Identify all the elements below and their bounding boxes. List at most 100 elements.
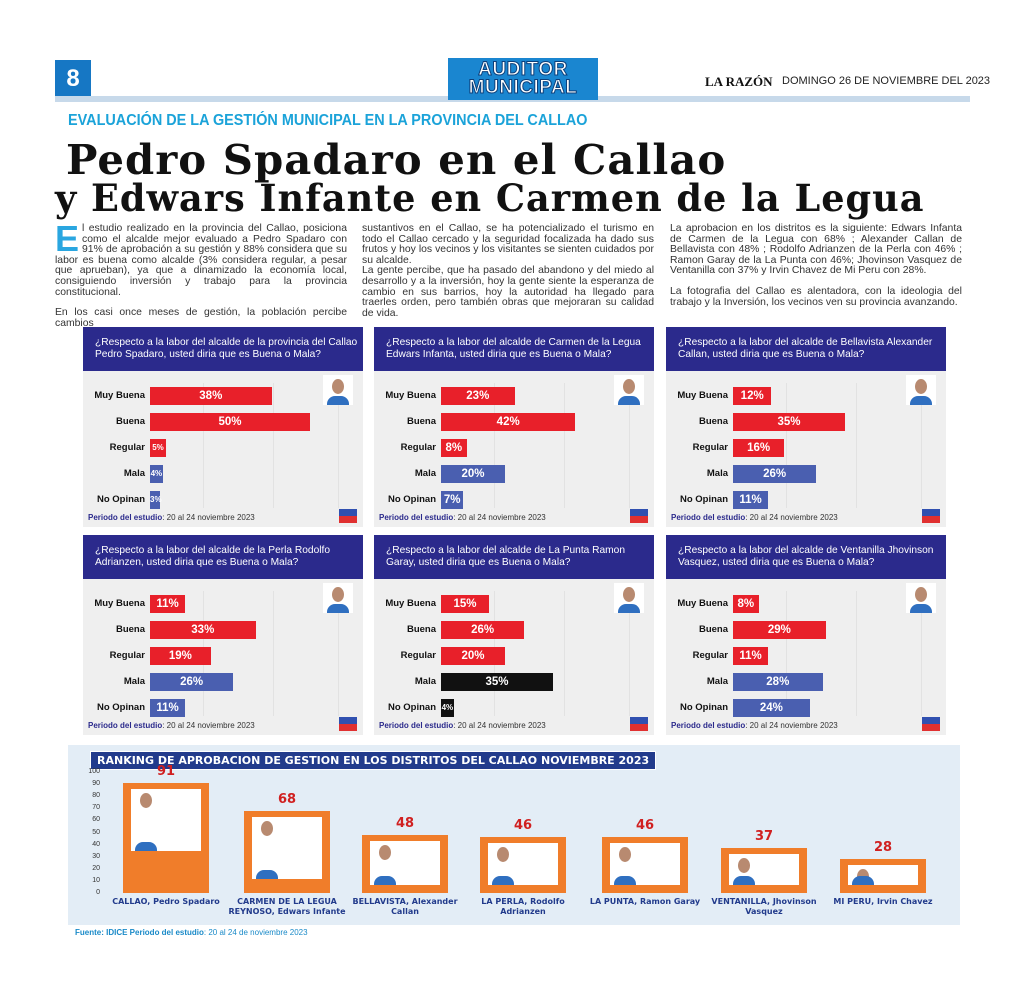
pollster-logo	[922, 717, 940, 731]
face-shape	[915, 587, 927, 602]
ranking-bar	[840, 859, 926, 893]
bar: 35%	[441, 673, 553, 691]
gridline	[786, 383, 787, 508]
mayor-photo	[614, 583, 644, 613]
bar: 11%	[150, 699, 186, 717]
ranking-bar	[721, 848, 807, 893]
gridline	[629, 591, 630, 716]
category-label: VENTANILLA, Jhovinson Vasquez	[711, 897, 817, 916]
gridline	[338, 591, 339, 716]
survey-panel: ¿Respecto a la labor del alcalde de Carm…	[374, 327, 654, 527]
article-column-2: sustantivos en el Callao, se ha potencia…	[362, 223, 654, 329]
bar: 35%	[733, 413, 845, 431]
source-note: Fuente: IDICE Periodo del estudio: 20 al…	[75, 928, 308, 937]
ranking-title: RANKING DE APROBACION DE GESTION EN LOS …	[90, 751, 657, 770]
study-period: Periodo del estudio: 20 al 24 noviembre …	[88, 721, 255, 730]
logo-line2: MUNICIPAL	[468, 77, 578, 98]
section-logo: AUDITOR MUNICIPAL	[448, 58, 598, 100]
gridline	[273, 591, 274, 716]
category-label: Buena	[406, 416, 436, 427]
bar: 11%	[150, 595, 186, 613]
face-shape	[738, 858, 750, 874]
mayor-photo	[323, 583, 353, 613]
gridline	[921, 383, 922, 508]
bar: 24%	[733, 699, 810, 717]
paragraph: La aprobacion en los distritos es la sig…	[670, 223, 962, 277]
page-number: 8	[55, 60, 91, 98]
gridline	[273, 383, 274, 508]
y-tick-label: 30	[92, 852, 100, 860]
period-label: Periodo del estudio	[88, 513, 163, 522]
y-tick-label: 90	[92, 780, 100, 788]
y-tick-label: 0	[96, 889, 100, 896]
face-shape	[623, 379, 635, 394]
pollster-logo	[922, 509, 940, 523]
shoulders-shape	[256, 869, 278, 879]
source-label: Fuente: IDICE Periodo del estudio	[75, 928, 204, 937]
bar: 11%	[733, 647, 769, 665]
bar: 20%	[441, 465, 505, 483]
ranking-bar	[244, 810, 330, 893]
article-column-3: La aprobacion en los distritos es la sig…	[670, 223, 962, 318]
face-shape	[140, 792, 152, 808]
value-label: 68	[277, 791, 297, 807]
mayor-photo	[906, 583, 936, 613]
period-value: : 20 al 24 noviembre 2023	[745, 721, 838, 730]
survey-panel: ¿Respecto a la labor del alcalde de La P…	[374, 535, 654, 735]
period-value: : 20 al 24 noviembre 2023	[453, 513, 546, 522]
y-tick-label: 70	[92, 804, 100, 812]
face-shape	[332, 379, 344, 394]
gridline	[338, 383, 339, 508]
category-label: BELLAVISTA, Alexander Callan	[352, 897, 458, 916]
category-label: Muy Buena	[385, 390, 436, 401]
ranking-bar	[480, 837, 566, 893]
category-label: Mala	[706, 468, 728, 479]
shoulders-shape	[733, 875, 755, 885]
study-period: Periodo del estudio: 20 al 24 noviembre …	[379, 513, 546, 522]
category-label: Muy Buena	[677, 598, 728, 609]
gridline	[203, 383, 204, 508]
study-period: Periodo del estudio: 20 al 24 noviembre …	[379, 721, 546, 730]
face-shape	[332, 587, 344, 602]
category-label: Muy Buena	[677, 390, 728, 401]
category-label: No Opinan	[387, 702, 436, 713]
category-label: LA PERLA, Rodolfo Adrianzen	[481, 897, 565, 916]
period-label: Periodo del estudio	[88, 721, 163, 730]
category-label: Muy Buena	[385, 598, 436, 609]
bar: 8%	[441, 439, 467, 457]
mayor-photo	[370, 840, 440, 885]
category-label: Mala	[414, 676, 436, 687]
gridline	[856, 591, 857, 716]
survey-panel: ¿Respecto a la labor del alcalde de la p…	[83, 327, 363, 527]
category-label: Buena	[115, 416, 145, 427]
category-label: Regular	[692, 442, 728, 453]
face-shape	[261, 820, 273, 836]
panel-question: ¿Respecto a la labor del alcalde de Bell…	[666, 327, 946, 371]
mayor-photo	[252, 816, 322, 879]
issue-date: DOMINGO 26 DE NOVIEMBRE DEL 2023	[782, 75, 991, 87]
bar: 38%	[150, 387, 272, 405]
panel-question: ¿Respecto a la labor del alcalde de la P…	[83, 535, 363, 579]
value-label: 48	[395, 815, 415, 831]
bar: 15%	[441, 595, 489, 613]
study-period: Periodo del estudio: 20 al 24 noviembre …	[671, 513, 838, 522]
shoulders-shape	[910, 604, 932, 613]
period-label: Periodo del estudio	[379, 721, 454, 730]
category-label: No Opinan	[96, 702, 145, 713]
paragraph: l estudio realizado en la provincia del …	[55, 223, 347, 298]
mayor-photo	[848, 865, 918, 885]
pollster-logo	[630, 509, 648, 523]
category-label: No Opinan	[96, 494, 145, 505]
category-label: Regular	[400, 650, 436, 661]
bar: 7%	[441, 491, 464, 509]
bar: 26%	[733, 465, 817, 483]
paragraph: La fotografia del Callao es alentadora, …	[670, 285, 962, 308]
value-label: 91	[156, 763, 176, 779]
category-label: Mala	[123, 468, 145, 479]
paragraph: En los casi once meses de gestión, la po…	[55, 307, 347, 329]
period-value: : 20 al 24 noviembre 2023	[453, 721, 546, 730]
bar: 16%	[733, 439, 785, 457]
category-label: Regular	[109, 442, 145, 453]
paragraph: sustantivos en el Callao, se ha potencia…	[362, 223, 654, 266]
